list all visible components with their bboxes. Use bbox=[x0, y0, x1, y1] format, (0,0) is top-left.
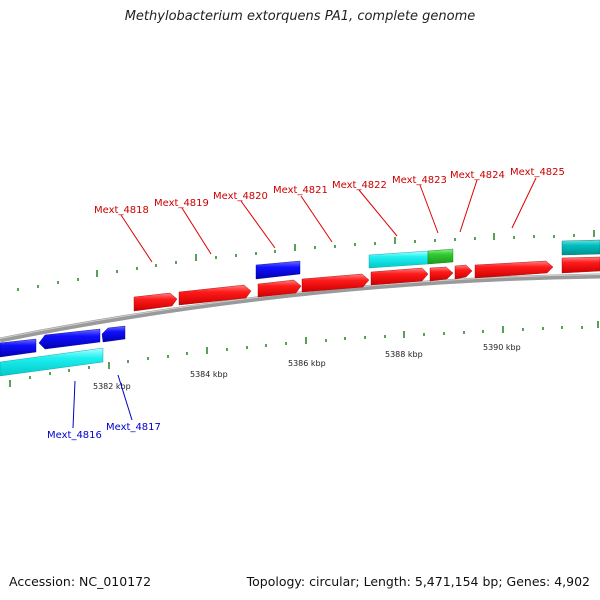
map-title: Methylobacterium extorquens PA1, complet… bbox=[124, 9, 476, 24]
forward-gene-labels: Mext_4818 Mext_4819 Mext_4820 Mext_4821 … bbox=[94, 167, 565, 216]
gene-arrow[interactable] bbox=[561, 256, 600, 274]
gene-label[interactable]: Mext_4824 bbox=[450, 170, 505, 181]
rna-block[interactable] bbox=[427, 248, 454, 265]
scale-label: 5382 kbp bbox=[93, 382, 131, 391]
scale-label: 5386 kbp bbox=[288, 359, 326, 368]
gene-label[interactable]: Mext_4818 bbox=[94, 205, 149, 216]
gene-arrow[interactable] bbox=[178, 284, 252, 306]
outer-tick-row bbox=[17, 230, 595, 291]
gene-label[interactable]: Mext_4820 bbox=[213, 191, 268, 202]
gene-arrow[interactable] bbox=[133, 292, 178, 312]
scale-label: 5390 kbp bbox=[483, 343, 521, 352]
gene-arrow[interactable] bbox=[474, 260, 554, 279]
reverse-leader-lines bbox=[72, 374, 133, 429]
genome-backbone bbox=[0, 273, 600, 343]
gene-arrow[interactable] bbox=[429, 266, 454, 282]
gene-arrow[interactable] bbox=[257, 279, 302, 298]
gene-label[interactable]: Mext_4823 bbox=[392, 175, 447, 186]
genome-backbone-highlight bbox=[0, 274, 600, 339]
reverse-gene-labels: Mext_4816 Mext_4817 bbox=[47, 422, 161, 441]
gene-label[interactable]: Mext_4821 bbox=[273, 185, 328, 196]
gene-arrow[interactable] bbox=[101, 325, 126, 343]
gene-label[interactable]: Mext_4825 bbox=[510, 167, 565, 178]
rna-block[interactable] bbox=[368, 250, 429, 269]
gene-label[interactable]: Mext_4819 bbox=[154, 198, 209, 209]
gene-label[interactable]: Mext_4822 bbox=[332, 180, 387, 191]
gene-arrow[interactable] bbox=[370, 267, 429, 286]
genome-summary: Topology: circular; Length: 5,471,154 bp… bbox=[246, 574, 590, 589]
gene-block[interactable] bbox=[561, 239, 600, 256]
gene-arrow[interactable] bbox=[0, 338, 37, 358]
scale-label: 5388 kbp bbox=[385, 350, 423, 359]
gene-arrow[interactable] bbox=[38, 328, 101, 350]
gene-arrow[interactable] bbox=[454, 264, 473, 280]
gene-label[interactable]: Mext_4817 bbox=[106, 422, 161, 433]
inner-tick-row bbox=[9, 321, 599, 387]
accession-info: Accession: NC_010172 bbox=[9, 574, 152, 589]
gene-block[interactable] bbox=[255, 260, 301, 280]
scale-label: 5384 kbp bbox=[190, 370, 228, 379]
forward-strand-features bbox=[133, 239, 600, 312]
reverse-strand-features bbox=[0, 325, 126, 377]
forward-leader-lines bbox=[120, 177, 537, 263]
rna-arrow[interactable] bbox=[0, 347, 104, 377]
gene-label[interactable]: Mext_4816 bbox=[47, 430, 102, 441]
gene-arrow[interactable] bbox=[301, 273, 370, 293]
